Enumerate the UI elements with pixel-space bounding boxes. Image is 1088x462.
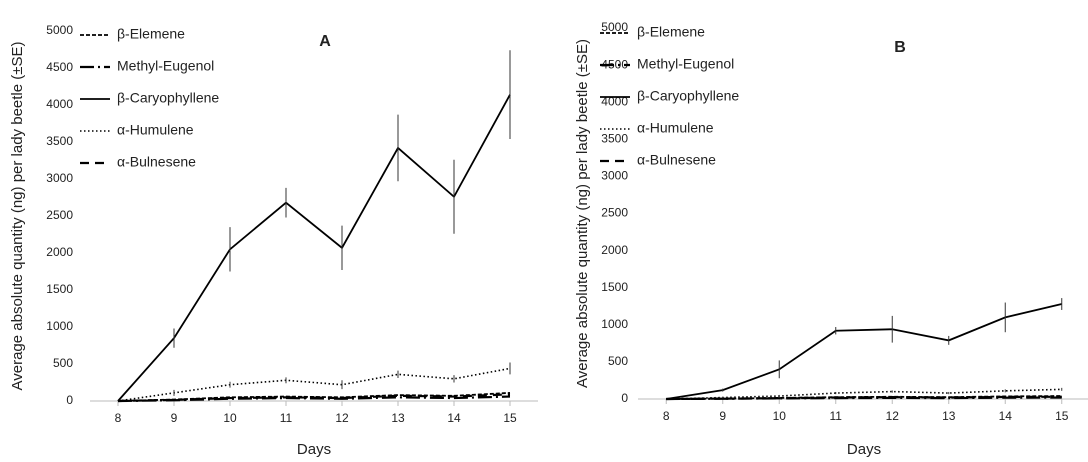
legend-label: α-Humulene xyxy=(117,122,194,138)
y-tick-label: 3500 xyxy=(46,134,73,148)
y-tick-label: 2500 xyxy=(601,206,628,220)
y-axis-label: Average absolute quantity (ng) per lady … xyxy=(9,42,26,391)
y-tick-label: 5000 xyxy=(46,23,73,37)
x-tick-label: 9 xyxy=(719,409,726,423)
series-line xyxy=(117,393,511,403)
y-tick-label: 4500 xyxy=(601,57,628,71)
chart-title: A xyxy=(319,33,331,50)
y-tick-label: 1000 xyxy=(601,317,628,331)
y-tick-label: 500 xyxy=(53,356,73,370)
y-tick-label: 0 xyxy=(66,393,73,407)
y-tick-label: 3000 xyxy=(601,169,628,183)
legend-label: β-Elemene xyxy=(117,26,185,42)
x-tick-label: 13 xyxy=(942,409,956,423)
y-tick-label: 5000 xyxy=(601,20,628,34)
series-line xyxy=(666,395,1062,401)
x-tick-label: 11 xyxy=(830,409,843,423)
y-tick-label: 1500 xyxy=(46,282,73,296)
legend-label: Methyl-Eugenol xyxy=(117,58,214,74)
x-tick-label: 12 xyxy=(886,409,900,423)
x-tick-label: 10 xyxy=(773,409,787,423)
legend-label: β-Caryophyllene xyxy=(117,90,219,106)
x-axis-label: Days xyxy=(297,441,331,458)
x-tick-label: 12 xyxy=(335,411,349,425)
y-tick-label: 2000 xyxy=(601,243,628,257)
x-tick-label: 15 xyxy=(503,411,517,425)
y-tick-label: 1500 xyxy=(601,280,628,294)
x-tick-label: 14 xyxy=(999,409,1013,423)
x-tick-label: 15 xyxy=(1055,409,1069,423)
y-tick-label: 2500 xyxy=(46,208,73,222)
y-axis-label: Average absolute quantity (ng) per lady … xyxy=(574,39,591,388)
legend-label: Methyl-Eugenol xyxy=(637,56,734,72)
x-tick-label: 9 xyxy=(171,411,178,425)
y-tick-label: 3500 xyxy=(601,131,628,145)
y-tick-label: 2000 xyxy=(46,245,73,259)
x-tick-label: 11 xyxy=(280,411,293,425)
x-tick-label: 14 xyxy=(447,411,461,425)
y-tick-label: 4000 xyxy=(46,97,73,111)
series-line xyxy=(117,367,511,402)
y-tick-label: 1000 xyxy=(46,319,73,333)
y-tick-label: 500 xyxy=(608,354,628,368)
x-tick-label: 13 xyxy=(391,411,405,425)
y-tick-label: 3000 xyxy=(46,171,73,185)
legend-label: β-Caryophyllene xyxy=(637,88,739,104)
x-tick-label: 8 xyxy=(663,409,670,423)
x-axis-label: Days xyxy=(847,441,881,458)
legend-label: α-Bulnesene xyxy=(637,152,716,168)
chart-title: B xyxy=(894,39,906,56)
series-line xyxy=(666,303,1062,400)
legend-label: α-Bulnesene xyxy=(117,154,196,170)
legend-label: α-Humulene xyxy=(637,120,714,136)
y-tick-label: 4500 xyxy=(46,60,73,74)
x-tick-label: 8 xyxy=(115,411,122,425)
x-tick-label: 10 xyxy=(223,411,237,425)
legend-label: β-Elemene xyxy=(637,24,705,40)
series-line xyxy=(117,391,511,402)
y-tick-label: 0 xyxy=(621,391,628,405)
series-line xyxy=(117,94,511,402)
